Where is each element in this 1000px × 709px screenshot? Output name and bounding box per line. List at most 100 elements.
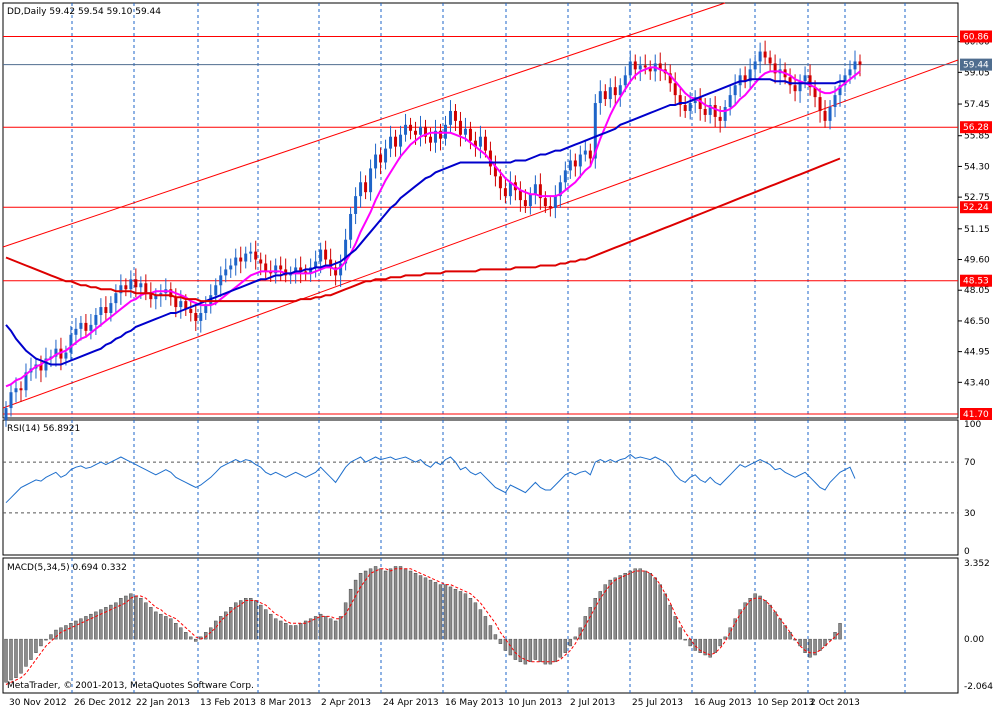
macd-bar (298, 623, 303, 640)
macd-signal-series (5, 568, 841, 685)
price-tick-label: 59.05 (964, 68, 990, 78)
time-tick-label: 2 Oct 2013 (810, 698, 860, 708)
candle-body (678, 95, 682, 106)
macd-bar (388, 568, 393, 640)
rsi-tick-label: 0 (964, 547, 970, 557)
channel-upper-line (2, 2, 726, 248)
candle-body (154, 295, 158, 300)
candle-body (703, 108, 707, 115)
macd-panel-frame (2, 557, 959, 694)
candle-body (109, 303, 113, 314)
candle-body (144, 283, 148, 294)
candle-body (718, 116, 722, 121)
candle-body (633, 61, 637, 70)
time-tick-label: 16 Aug 2013 (694, 698, 752, 708)
macd-bar (808, 638, 812, 658)
price-tag-label: 52.24 (963, 203, 989, 213)
macd-bar (638, 568, 642, 640)
price-tag-label: 48.53 (963, 277, 989, 287)
candle-body (508, 182, 512, 197)
candle-body (578, 154, 582, 167)
price-tick-label: 44.95 (964, 348, 990, 358)
candle-body (39, 364, 43, 371)
candle-body (523, 200, 527, 207)
candle-body (453, 110, 457, 121)
candle-body (24, 372, 28, 391)
macd-bar (383, 570, 388, 640)
macd-bar (49, 634, 53, 640)
price-axis: 60.60 59.05 57.45 55.85 54.30 52.75 51.15 49.60… (958, 38, 990, 388)
candle-body (528, 194, 532, 207)
macd-bar (174, 623, 178, 640)
macd-bar (373, 566, 378, 640)
macd-bar (14, 638, 18, 678)
macd-bar (468, 598, 473, 640)
candle-body (19, 388, 23, 391)
candle-body (848, 69, 852, 76)
candle-body (658, 63, 662, 70)
candle-body (44, 358, 48, 371)
candle-body (758, 51, 762, 62)
candle-body (748, 69, 752, 82)
candle-body (478, 136, 482, 147)
macd-bar (94, 611, 98, 640)
macd-bar (398, 566, 403, 640)
candle-body (853, 61, 857, 70)
rsi-panel-frame (2, 419, 959, 556)
candle-body (304, 271, 308, 274)
macd-bar (79, 618, 83, 640)
macd-bar (458, 591, 463, 640)
time-tick-label: 22 Jan 2013 (136, 698, 190, 708)
macd-bar (628, 570, 632, 640)
candle-body (498, 176, 502, 189)
macd-bar (658, 584, 662, 640)
macd-bar (428, 579, 433, 640)
macd-bar (104, 607, 108, 640)
macd-bar (483, 616, 488, 640)
macd-bar (308, 618, 313, 640)
macd-bar (718, 638, 722, 647)
macd-bar (478, 609, 483, 640)
candle-body (414, 130, 418, 135)
candle-body (518, 190, 522, 201)
candle-body (793, 85, 797, 92)
candle-body (638, 65, 642, 70)
macd-bar (378, 568, 383, 640)
macd-bar (728, 627, 732, 640)
macd-bar (683, 638, 687, 641)
macd-bar (288, 625, 293, 640)
candle-body (274, 265, 278, 274)
candle-body (134, 279, 138, 288)
candle-body (813, 87, 817, 98)
copyright-text: MetaTrader, © 2001-2013, MetaQuotes Soft… (7, 681, 254, 691)
candle-body (828, 107, 832, 121)
candle-body (169, 289, 173, 298)
macd-bar (613, 577, 617, 640)
candle-body (124, 285, 128, 290)
macd-bar (134, 595, 138, 640)
price-tick-label: 49.60 (964, 256, 990, 266)
macd-bar (543, 638, 548, 665)
price-tick-label: 54.30 (964, 162, 990, 172)
candle-body (394, 136, 398, 147)
macd-bar (523, 638, 528, 665)
candle-body (279, 265, 283, 270)
macd-bar (448, 586, 453, 640)
macd-bar (99, 609, 103, 640)
price-tag-box (960, 58, 992, 71)
macd-bar (64, 625, 68, 640)
price-tag-box (960, 201, 992, 214)
macd-bar (254, 600, 258, 640)
price-tag-label: 59.44 (963, 61, 989, 71)
macd-bar (268, 613, 273, 640)
macd-bar (818, 638, 822, 651)
time-tick-label: 2 Jul 2013 (570, 698, 615, 708)
macd-bar (748, 598, 752, 640)
macd-bar (643, 570, 647, 640)
time-tick-label: 2 Apr 2013 (321, 698, 371, 708)
macd-bar (653, 577, 657, 640)
macd-bar (538, 638, 543, 663)
candle-body (409, 124, 413, 131)
macd-bar (738, 609, 742, 640)
